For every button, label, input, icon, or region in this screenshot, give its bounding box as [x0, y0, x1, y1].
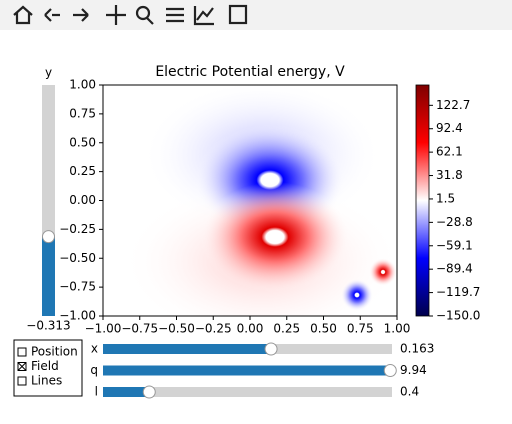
- colorbar-tick-label: −28.8: [436, 215, 473, 229]
- field-image: [103, 85, 397, 316]
- slider-handle[interactable]: [142, 385, 156, 399]
- colorbar-tick-label: −119.7: [436, 285, 480, 299]
- slider-value: 0.163: [400, 342, 434, 356]
- slider-fill: [103, 387, 150, 397]
- checkbox-label[interactable]: Field: [31, 359, 59, 373]
- y-tick-label: −0.50: [59, 251, 96, 265]
- slider-value: −0.313: [26, 319, 70, 333]
- y-tick-label: 0.50: [69, 135, 96, 149]
- checkbox[interactable]: [17, 347, 27, 357]
- y-tick-label: 0.75: [69, 106, 96, 120]
- colorbar-tick-label: 31.8: [436, 168, 463, 182]
- colorbar-tick-label: 1.5: [436, 191, 455, 205]
- x-tick-label: 0.25: [273, 322, 300, 336]
- y-tick-label: −0.25: [59, 222, 96, 236]
- colorbar: [415, 84, 430, 317]
- slider-handle[interactable]: [42, 230, 55, 244]
- slider-track: [103, 387, 392, 397]
- slider-label: l: [95, 385, 98, 399]
- slider-fill: [103, 365, 391, 376]
- chart-title: Electric Potential energy, V: [155, 64, 345, 80]
- slider-label: q: [90, 363, 98, 377]
- dynamic-layer: −1.00 −0.75 −0.50 −0.25 0.00 0.25 0.50 0.75 1.00…: [17, 66, 480, 399]
- slider-handle[interactable]: [383, 364, 397, 377]
- colorbar-tick-label: 122.7: [436, 98, 470, 112]
- slider-fill: [103, 344, 272, 354]
- slider-value: 0.4: [400, 385, 419, 399]
- x-tick-label: −1.00: [85, 322, 122, 336]
- colorbar-tick-label: −150.0: [436, 309, 480, 323]
- x-tick-label: −0.50: [158, 322, 195, 336]
- checkbox-label[interactable]: Position: [31, 345, 78, 359]
- slider-label: x: [91, 342, 98, 356]
- slider-label: y: [45, 66, 52, 80]
- y-tick-label: −0.75: [59, 280, 96, 294]
- colorbar-tick-label: 62.1: [436, 145, 463, 159]
- colorbar-tick-label: −89.4: [436, 262, 473, 276]
- x-tick-label: 0.00: [237, 322, 264, 336]
- y-tick-label: 0.00: [69, 193, 96, 207]
- x-tick-label: 0.50: [310, 322, 337, 336]
- colorbar-tick-label: −59.1: [436, 238, 473, 252]
- slider-fill: [42, 236, 55, 316]
- x-tick-label: −0.25: [195, 322, 232, 336]
- toolbar-icons[interactable]: [13, 4, 248, 26]
- checkbox-check: [17, 362, 27, 371]
- y-tick-label: 1.00: [69, 78, 96, 92]
- slider-value: 9.94: [400, 363, 427, 377]
- checkbox[interactable]: [17, 376, 27, 386]
- y-tick-label: −1.00: [59, 309, 96, 323]
- y-tick-label: 0.25: [69, 164, 96, 178]
- checkbox-label[interactable]: Lines: [31, 374, 62, 388]
- colorbar-tick-label: 92.4: [436, 121, 463, 135]
- x-tick-label: −0.75: [121, 322, 158, 336]
- x-tick-label: 1.00: [384, 322, 411, 336]
- x-tick-label: 0.75: [347, 322, 374, 336]
- slider-handle[interactable]: [264, 342, 278, 356]
